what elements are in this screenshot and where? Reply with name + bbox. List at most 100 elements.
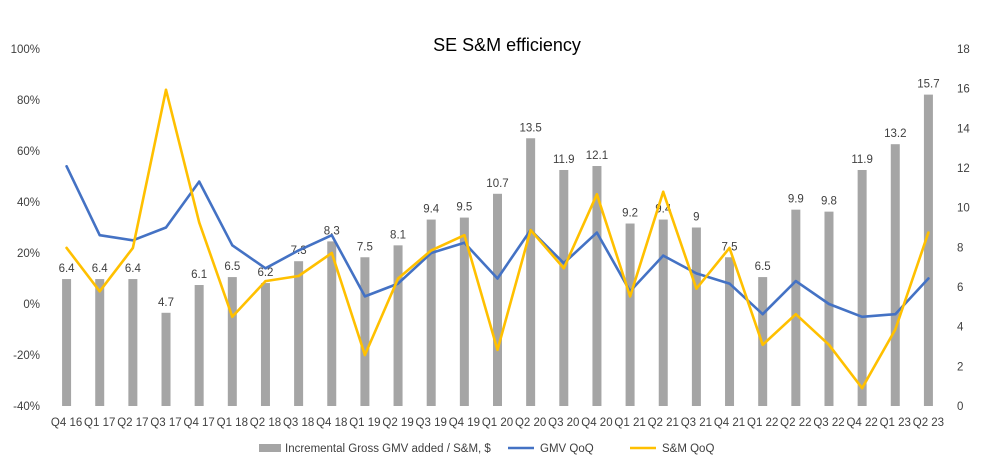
sm-qoq-point [794, 313, 798, 316]
gmv-qoq-point [363, 295, 367, 298]
left-axis-tick: 80% [17, 95, 40, 107]
bar [393, 245, 403, 406]
bar [95, 279, 105, 406]
right-axis-tick: 10 [957, 203, 970, 215]
sm-qoq-point [197, 221, 201, 224]
x-axis-tick: Q2 22 [780, 417, 811, 429]
bar-data-label: 9.9 [788, 194, 804, 206]
x-axis-tick: Q3 19 [416, 417, 447, 429]
bar [327, 241, 337, 406]
gmv-qoq-point [330, 233, 333, 237]
gmv-qoq-point [860, 315, 864, 318]
gmv-qoq-point [695, 272, 698, 275]
bar-data-label: 9.5 [456, 202, 472, 214]
bar [360, 257, 370, 406]
sm-qoq-point [595, 193, 599, 196]
gmv-qoq-point [894, 313, 897, 316]
right-axis-tick: 4 [957, 322, 964, 334]
bar [459, 217, 469, 406]
left-axis-tick: 40% [17, 197, 40, 209]
gmv-qoq-point [297, 249, 300, 252]
right-axis-tick: 8 [957, 242, 963, 254]
x-axis-tick: Q1 20 [482, 417, 513, 429]
sm-qoq-point [131, 246, 135, 250]
sm-qoq-point [164, 88, 168, 92]
bar [62, 279, 72, 406]
bar-data-label: 11.9 [851, 154, 873, 166]
bar-data-label: 8.1 [390, 229, 406, 241]
x-axis-tick: Q4 17 [184, 417, 215, 429]
x-axis-tick: Q1 22 [747, 417, 778, 429]
gmv-qoq-point [197, 180, 201, 183]
sm-qoq-point [827, 343, 831, 346]
sm-qoq-point [231, 315, 234, 318]
x-axis-tick: Q4 18 [316, 417, 347, 429]
sm-qoq-point [628, 295, 632, 298]
bar-data-label: 8.3 [324, 225, 340, 237]
sm-qoq-point [430, 249, 433, 252]
bar-data-label: 9.4 [423, 204, 440, 216]
x-axis-tick: Q2 21 [648, 417, 679, 429]
sm-qoq-point [728, 246, 731, 250]
bar-data-label: 9 [693, 212, 699, 224]
x-axis-tick: Q1 18 [217, 417, 248, 429]
gmv-qoq-point [595, 231, 599, 234]
bar [161, 312, 171, 406]
sm-qoq-point [529, 228, 532, 232]
gmv-qoq-point [164, 226, 168, 229]
bar-data-label: 9.2 [622, 208, 638, 220]
x-axis-tick: Q4 16 [51, 417, 82, 429]
left-axis-tick: 20% [17, 248, 40, 260]
bar-data-label: 15.7 [917, 79, 939, 91]
left-axis-tick: -40% [13, 401, 40, 413]
chart-title: SE S&M efficiency [433, 35, 581, 55]
sm-qoq-point [894, 328, 897, 331]
bar [725, 257, 735, 406]
right-axis-tick: 0 [957, 401, 963, 413]
bar-data-label: 6.4 [92, 263, 109, 275]
x-axis-tick: Q4 22 [846, 417, 877, 429]
bar [227, 277, 237, 406]
gmv-qoq-point [98, 233, 101, 237]
right-axis-tick: 14 [957, 123, 970, 135]
bar-data-label: 11.9 [553, 154, 575, 166]
bar-data-label: 6.2 [257, 267, 273, 279]
bar [426, 219, 436, 406]
bar [194, 285, 204, 406]
left-axis-tick: 100% [11, 44, 40, 56]
sm-qoq-point [761, 343, 764, 346]
sm-qoq-point [562, 267, 565, 270]
bar [658, 219, 668, 406]
gmv-qoq-point [662, 254, 665, 257]
x-axis-tick: Q1 17 [84, 417, 115, 429]
bar [294, 261, 304, 406]
bar-data-label: 13.5 [519, 122, 541, 134]
x-axis-tick: Q2 17 [117, 417, 148, 429]
gmv-qoq-point [264, 267, 267, 270]
bar [559, 169, 569, 406]
sm-qoq-point [396, 277, 400, 280]
sm-qoq-point [463, 233, 466, 237]
sm-qoq-point [363, 353, 367, 357]
bar [128, 279, 138, 406]
bar [890, 144, 900, 406]
x-axis-tick: Q2 20 [515, 417, 546, 429]
x-axis-tick: Q1 19 [349, 417, 380, 429]
sm-qoq-point [330, 251, 333, 255]
gmv-qoq-point [827, 302, 831, 306]
sm-qoq-point [927, 231, 930, 234]
bar [791, 209, 801, 406]
gmv-qoq-point [761, 313, 764, 316]
bar-data-label: 4.7 [158, 297, 174, 309]
bar-data-label: 6.4 [125, 263, 142, 275]
sm-qoq-point [496, 348, 499, 352]
right-axis-tick: 16 [957, 84, 970, 96]
sm-qoq-point [297, 274, 300, 278]
sm-qoq-point [98, 290, 101, 293]
x-axis-tick: Q3 21 [681, 417, 712, 429]
gmv-qoq-point [927, 277, 930, 280]
x-axis-tick: Q2 19 [382, 417, 413, 429]
legend-gmv-qoq-label: GMV QoQ [540, 443, 594, 455]
sm-qoq-point [264, 279, 267, 283]
